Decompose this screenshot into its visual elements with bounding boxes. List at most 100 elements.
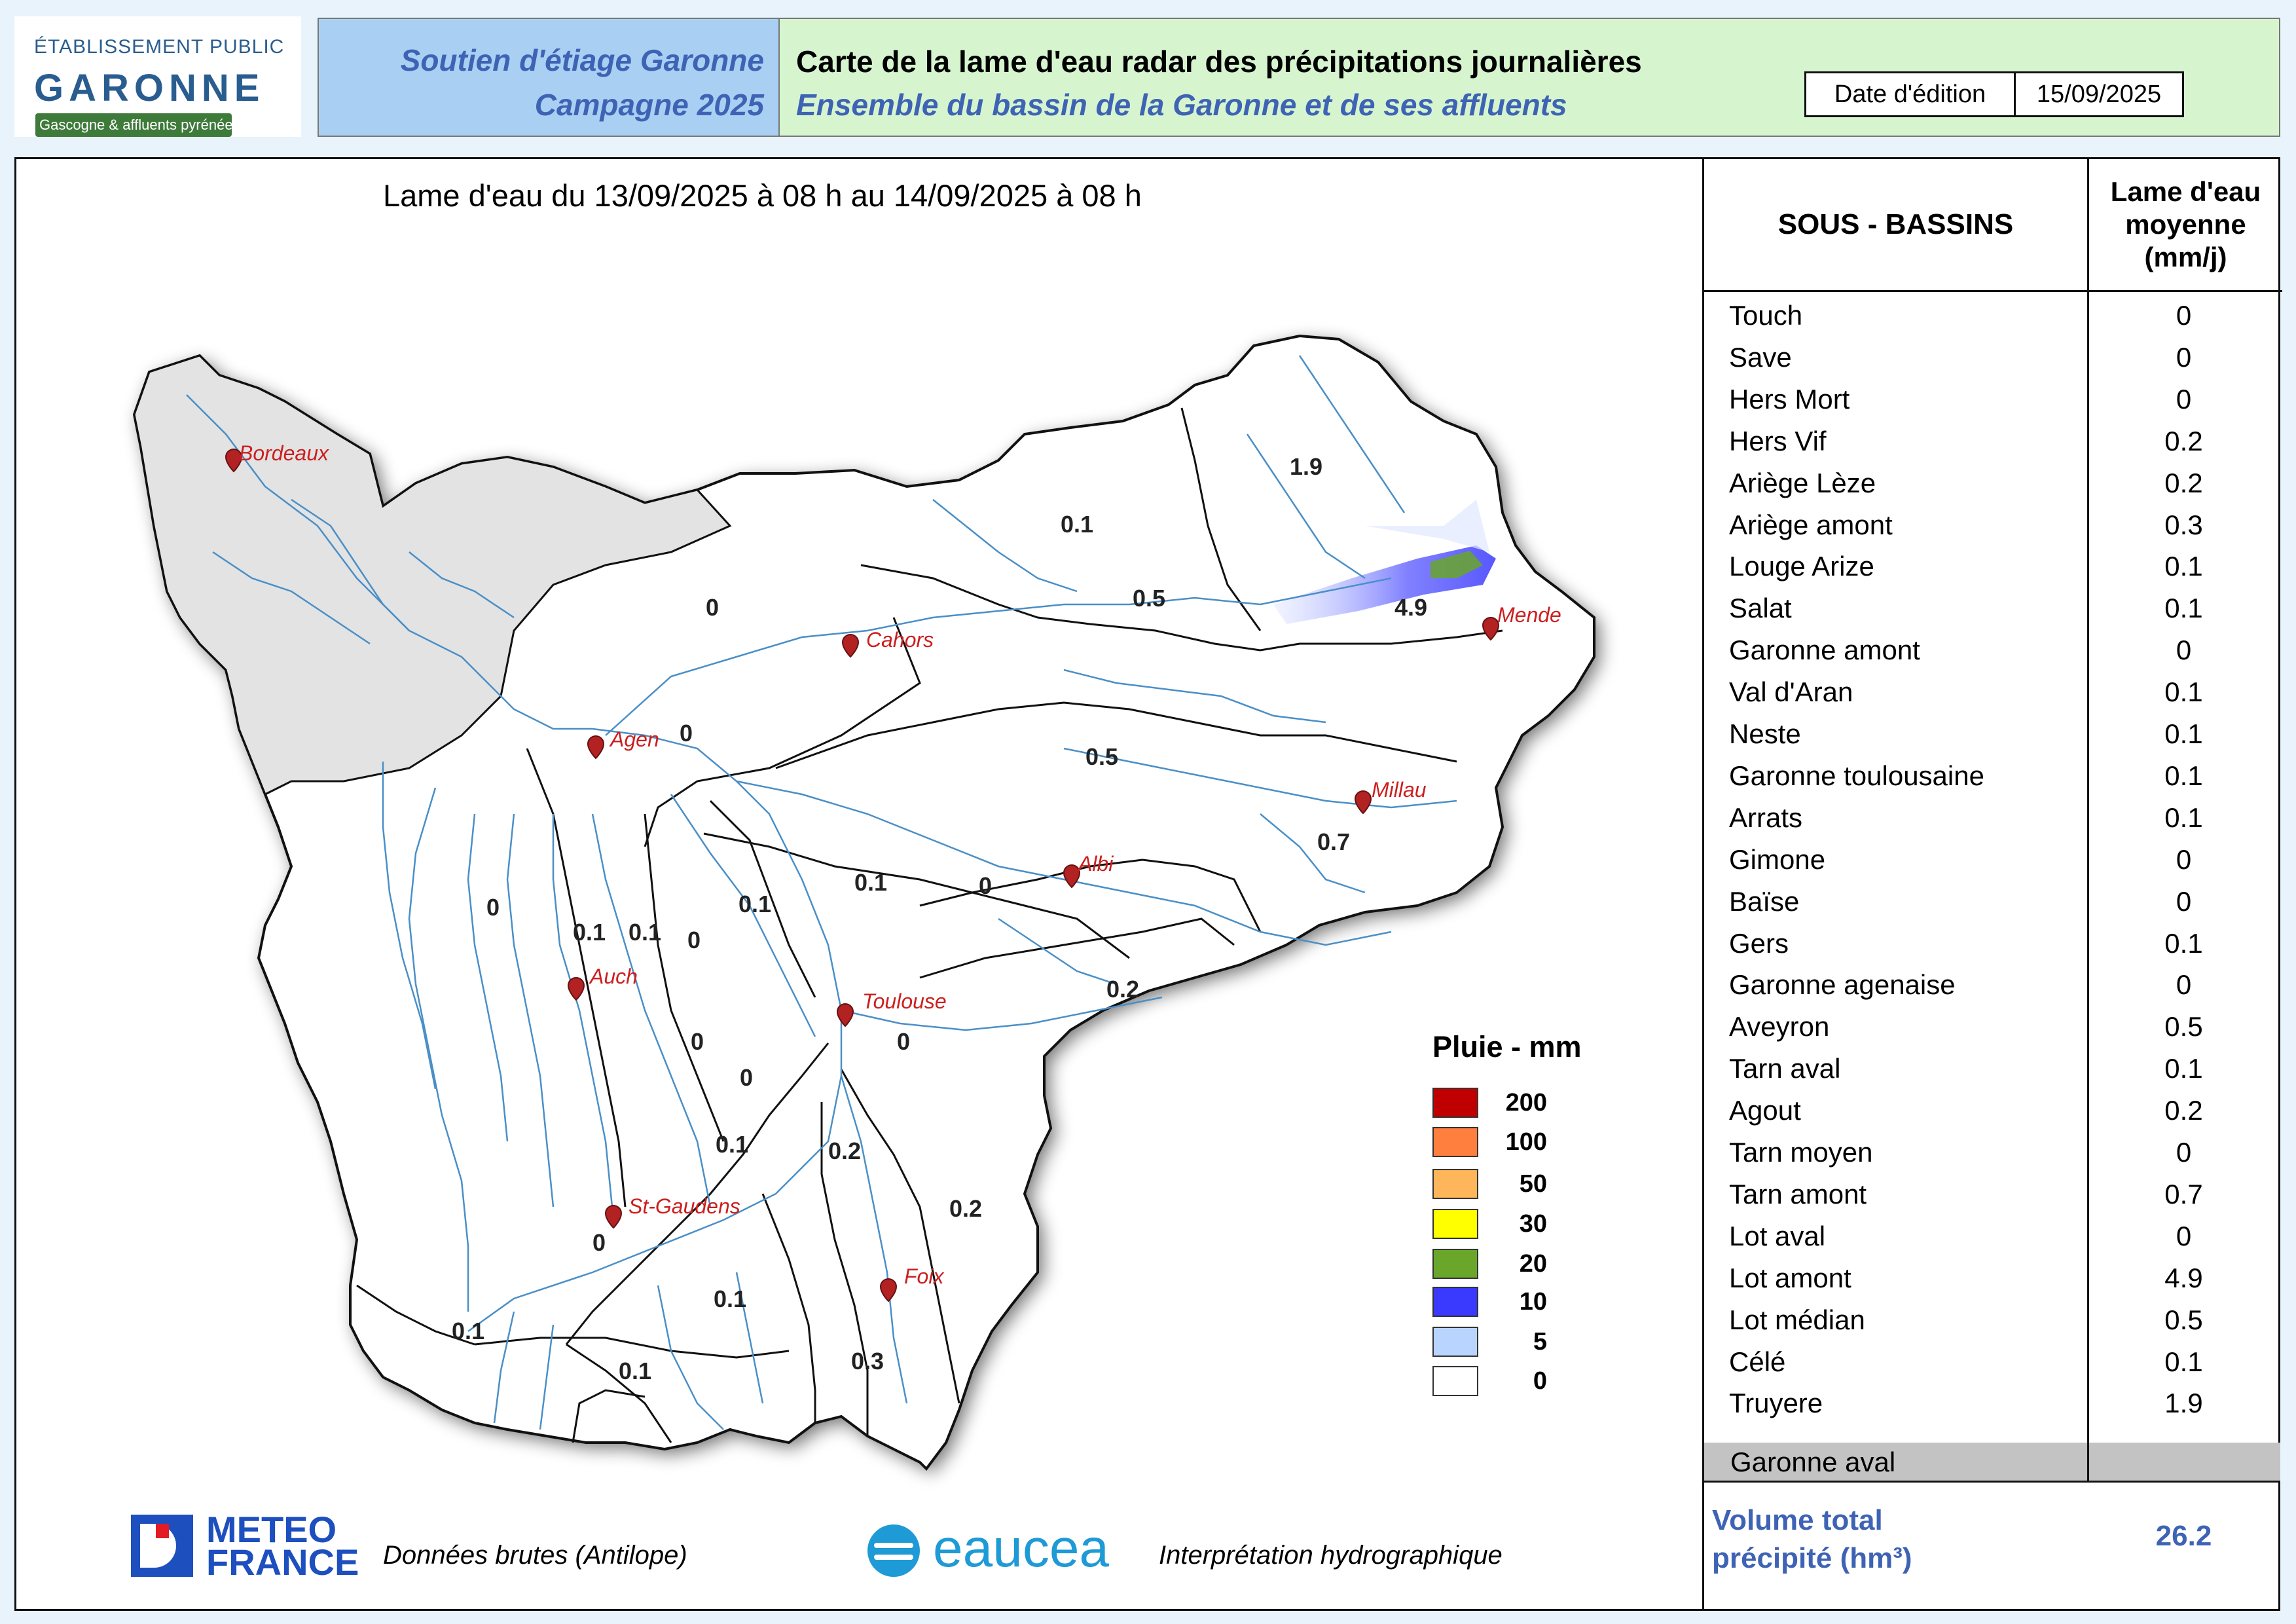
row-value: 0 bbox=[2176, 383, 2192, 415]
row-name: Lot aval bbox=[1729, 1220, 1826, 1251]
rain-core bbox=[1430, 551, 1483, 578]
row-name: Gers bbox=[1729, 927, 1789, 959]
edition-date-value: 15/09/2025 bbox=[2036, 80, 2162, 108]
map-title: Lame d'eau du 13/09/2025 à 08 h au 14/09… bbox=[383, 178, 1142, 213]
meteo-line1: METEO bbox=[206, 1509, 337, 1550]
row-value: 0.2 bbox=[2164, 425, 2203, 456]
table-row: Lot aval 0 bbox=[1704, 1214, 2280, 1256]
row-value: 0 bbox=[2176, 1220, 2192, 1251]
table-row: Gimone 0 bbox=[1704, 838, 2280, 879]
table-row: Hers Vif 0.2 bbox=[1704, 419, 2280, 461]
campaign-header: Soutien d'étiage Garonne Campagne 2025 bbox=[318, 18, 780, 137]
basin-value: 0.2 bbox=[949, 1195, 982, 1222]
table-row: Truyere 1.9 bbox=[1704, 1381, 2280, 1423]
volume-label-line1: Volume total bbox=[1712, 1504, 1883, 1536]
basin-value: 0 bbox=[979, 872, 992, 899]
table-row: Garonne amont 0 bbox=[1704, 628, 2280, 670]
row-name: Garonne aval bbox=[1730, 1447, 1896, 1477]
basin-value: 0.1 bbox=[619, 1357, 651, 1384]
title-header: Carte de la lame d'eau radar des précipi… bbox=[780, 18, 2280, 137]
volume-label-line2: précipité (hm³) bbox=[1712, 1542, 1912, 1574]
row-name: Hers Vif bbox=[1729, 425, 1827, 456]
table-row: Val d'Aran 0.1 bbox=[1704, 670, 2280, 712]
epidor-logo: ÉTABLISSEMENT PUBLIC GARONNE Gascogne & … bbox=[14, 16, 301, 137]
row-name: Garonne toulousaine bbox=[1729, 760, 1984, 791]
meteo-caption: Données brutes (Antilope) bbox=[383, 1541, 687, 1570]
col-header-lame: Lame d'eau moyenne (mm/j) bbox=[2087, 159, 2282, 292]
row-name: Lot amont bbox=[1729, 1262, 1851, 1293]
city-label: Toulouse bbox=[862, 989, 947, 1013]
subbasin-boundaries bbox=[356, 407, 1503, 1443]
legend-swatch bbox=[1432, 1249, 1478, 1279]
basin-value: 0 bbox=[740, 1064, 753, 1091]
basin-value: 0.1 bbox=[573, 919, 606, 946]
row-name: Agout bbox=[1729, 1095, 1801, 1126]
row-name: Ariège Lèze bbox=[1729, 467, 1876, 498]
row-value: 0 bbox=[2176, 843, 2192, 875]
row-name: Hers Mort bbox=[1729, 383, 1850, 415]
legend-value: 0 bbox=[1533, 1367, 1547, 1395]
edition-date-label: Date d'édition bbox=[1806, 73, 2016, 115]
row-value: 0 bbox=[2176, 885, 2192, 917]
city-millau: Millau bbox=[1354, 778, 1427, 815]
row-value: 0.1 bbox=[2164, 593, 2203, 624]
column-divider bbox=[2087, 290, 2089, 1443]
table-row: Ariège amont 0.3 bbox=[1704, 503, 2280, 545]
legend-title: Pluie - mm bbox=[1432, 1030, 1582, 1063]
table-row: Hers Mort 0 bbox=[1704, 377, 2280, 419]
row-name: Arrats bbox=[1729, 802, 1803, 833]
city-label: Foix bbox=[904, 1264, 944, 1288]
legend-value: 20 bbox=[1519, 1250, 1547, 1278]
basin-value-labels: 1.9 0.1 0.5 4.9 0 0 0.5 0.7 0.1 0 0.1 0 … bbox=[452, 453, 1427, 1384]
city-label: Auch bbox=[589, 965, 638, 988]
basin-value: 0.5 bbox=[1085, 743, 1118, 770]
city-label: St-Gaudens bbox=[629, 1194, 740, 1218]
basin-value: 0.5 bbox=[1133, 585, 1165, 612]
garonne-aval-area bbox=[133, 354, 732, 796]
row-value: 0.1 bbox=[2164, 760, 2203, 791]
page-subtitle: Ensemble du bassin de la Garonne et de s… bbox=[796, 88, 1567, 122]
volume-value: 26.2 bbox=[2155, 1520, 2212, 1552]
basin-value: 1.9 bbox=[1290, 453, 1322, 480]
legend-value: 50 bbox=[1519, 1170, 1547, 1198]
basin-value: 0.7 bbox=[1317, 828, 1350, 855]
logo-top-text: ÉTABLISSEMENT PUBLIC bbox=[34, 36, 285, 58]
row-value: 0.1 bbox=[2164, 927, 2203, 959]
table-row: Ariège Lèze 0.2 bbox=[1704, 461, 2280, 503]
row-name: Val d'Aran bbox=[1729, 676, 1853, 708]
eaucea-logo: eaucea bbox=[933, 1519, 1110, 1578]
campaign-line1: Soutien d'étiage Garonne bbox=[400, 43, 764, 77]
row-value: 0 bbox=[2176, 635, 2192, 666]
campaign-line2: Campagne 2025 bbox=[534, 88, 764, 122]
row-name: Save bbox=[1729, 341, 1792, 373]
basin-value: 0 bbox=[691, 1028, 704, 1055]
row-name: Garonne amont bbox=[1729, 635, 1920, 666]
basin-value: 0 bbox=[486, 894, 500, 921]
row-value: 0.2 bbox=[2164, 467, 2203, 498]
basin-value: 0.2 bbox=[1106, 976, 1139, 1003]
table-row: Lot amont 4.9 bbox=[1704, 1256, 2280, 1298]
row-name: Aveyron bbox=[1729, 1011, 1830, 1043]
row-name: Neste bbox=[1729, 718, 1801, 749]
basin-map: Bordeaux Cahors Agen Mende Millau Albi bbox=[132, 334, 1599, 1474]
legend-swatch bbox=[1432, 1287, 1478, 1317]
city-cahors: Cahors bbox=[841, 628, 934, 658]
table-row-garonne-aval: Garonne aval bbox=[1704, 1443, 2280, 1483]
row-name: Salat bbox=[1729, 593, 1792, 624]
city-label: Albi bbox=[1077, 852, 1114, 876]
basin-value: 4.9 bbox=[1394, 594, 1427, 621]
row-name: Truyere bbox=[1729, 1388, 1823, 1419]
row-value: 0 bbox=[2176, 341, 2192, 373]
city-foix: Foix bbox=[879, 1264, 944, 1302]
city-label: Millau bbox=[1372, 778, 1427, 802]
row-value: 0.7 bbox=[2164, 1178, 2203, 1209]
row-name: Ariège amont bbox=[1729, 509, 1893, 540]
meteo-france-logo: METEO FRANCE bbox=[206, 1509, 359, 1583]
table-row: Gers 0.1 bbox=[1704, 921, 2280, 963]
legend-value: 5 bbox=[1533, 1328, 1547, 1356]
meteo-line2: FRANCE bbox=[206, 1541, 359, 1583]
city-label: Bordeaux bbox=[239, 441, 329, 465]
table-row: Tarn moyen 0 bbox=[1704, 1130, 2280, 1172]
legend-swatch bbox=[1432, 1327, 1478, 1357]
logo-band bbox=[35, 113, 232, 137]
